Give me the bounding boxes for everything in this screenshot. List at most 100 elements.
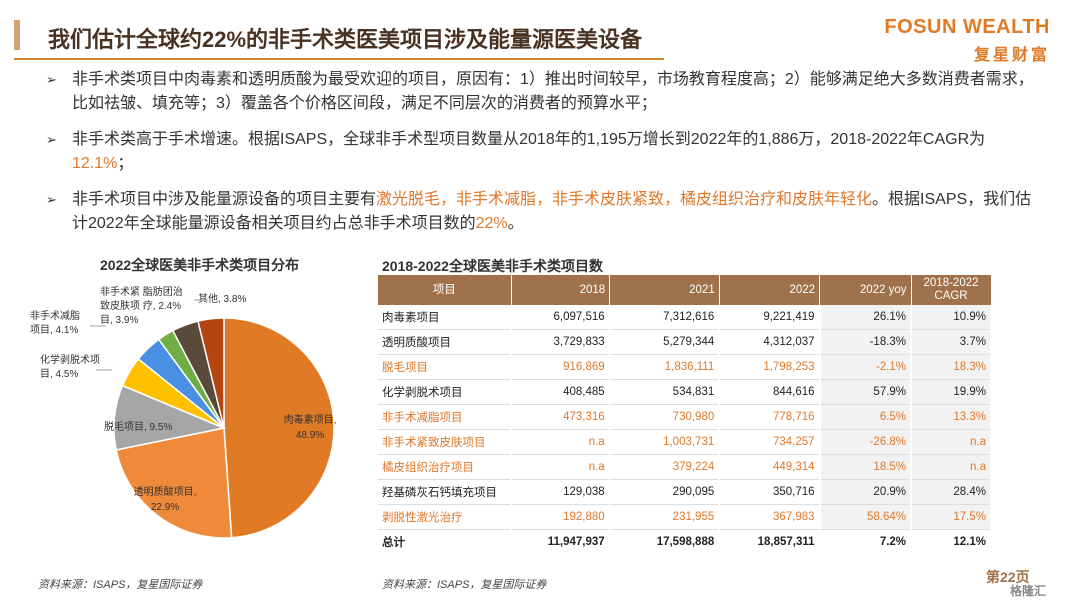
cell-value: 12.1%: [911, 529, 992, 554]
cell-value: 192,880: [511, 504, 611, 530]
cell-value: n.a: [911, 429, 992, 455]
cell-item-name: 化学剥脱术项目: [378, 379, 513, 405]
table-row: 橘皮组织治疗项目 n.a 379,224 449,314 18.5% n.a: [378, 454, 992, 480]
page-number: 第22页: [986, 569, 1030, 585]
cell-value: 231,955: [609, 504, 721, 530]
cell-value: 17,598,888: [609, 529, 721, 554]
cell-value: 730,980: [609, 404, 721, 430]
cell-value: 290,095: [609, 479, 721, 505]
pie-label: 肉毒素项目,: [284, 413, 337, 426]
table-total-row: 总计 11,947,937 17,598,888 18,857,311 7.2% 12.1…: [378, 529, 992, 554]
pie-label: 其他, 3.8%: [198, 292, 246, 305]
pie-label: 非手术减脂: [30, 309, 80, 322]
pie-slice-0: [223, 317, 335, 539]
pie-label: 目, 4.5%: [40, 369, 78, 380]
cell-value: 778,716: [719, 404, 821, 430]
table-row: 化学剥脱术项目 408,485 534,831 844,616 57.9% 19.9%: [378, 379, 992, 405]
pie-label: 非手术紧 脂肪团治: [100, 285, 183, 298]
pie-label: 目, 3.9%: [100, 315, 138, 326]
cell-value: 534,831: [609, 379, 721, 405]
cell-value: 1,836,111: [609, 354, 721, 380]
col-header: 2022: [719, 275, 821, 305]
pie-label: 致皮肤项 疗, 2.4%: [100, 299, 181, 312]
highlight-text: 12.1%: [72, 155, 118, 172]
table-row: 脱毛项目 916,869 1,836,111 1,798,253 -2.1% 18.3%: [378, 354, 992, 380]
cell-item-name: 非手术紧致皮肤项目: [378, 429, 513, 455]
table-row: 透明质酸项目 3,729,833 5,279,344 4,312,037 -18.3% 3…: [378, 329, 992, 355]
cell-value: 734,257: [719, 429, 821, 455]
cell-value: 4,312,037: [719, 329, 821, 355]
table-row: 剥脱性激光治疗 192,880 231,955 367,983 58.64% 17.5%: [378, 504, 992, 530]
cell-value: 28.4%: [911, 479, 992, 505]
source-note-left: 资料来源：ISAPS，复星国际证券: [38, 579, 203, 591]
pie-label: 48.9%: [296, 430, 324, 441]
cell-value: 58.64%: [819, 504, 913, 530]
cell-item-name: 透明质酸项目: [378, 329, 513, 355]
table-row: 肉毒素项目 6,097,516 7,312,616 9,221,419 26.1% 10.…: [378, 305, 992, 330]
table-row: 非手术紧致皮肤项目 n.a 1,003,731 734,257 -26.8% n.a: [378, 429, 992, 455]
table-header-row: 项目 2018 2021 2022 2022 yoy 2018-2022 CAGR: [378, 275, 992, 305]
cell-value: n.a: [911, 454, 992, 480]
pie-chart-title: 2022全球医美非手术类项目分布: [100, 257, 300, 273]
arrow-bullet-icon: ➢: [46, 132, 57, 147]
pie-slice-7: [197, 317, 225, 429]
bullet-text: 。根据ISAPS，我们估计2022年全球能量源设备相关项目约占总非手术项目数的: [72, 191, 1032, 232]
table-row: 羟基磷灰石钙填充项目 129,038 290,095 350,716 20.9% 28.4…: [378, 479, 992, 505]
title-accent-bar: [14, 20, 20, 50]
cell-value: 19.9%: [911, 379, 992, 405]
pie-chart: 肉毒素项目,48.9%透明质酸项目,22.9%脱毛项目, 9.5%化学剥脱术项目…: [30, 285, 337, 539]
cell-value: 18.5%: [819, 454, 913, 480]
bullet-list: ➢ 非手术类项目中肉毒素和透明质酸为最受欢迎的项目，原因有：1）推出时间较早，市…: [40, 68, 1040, 248]
bullet-text: ；: [117, 155, 134, 172]
cell-value: -18.3%: [819, 329, 913, 355]
cell-value: 379,224: [609, 454, 721, 480]
arrow-bullet-icon: ➢: [46, 192, 57, 207]
cell-value: -2.1%: [819, 354, 913, 380]
source-note-right: 资料来源：ISAPS，复星国际证券: [382, 579, 547, 591]
cell-value: 7,312,616: [609, 305, 721, 330]
pie-label: 项目, 4.1%: [30, 324, 78, 336]
cell-value: 9,221,419: [719, 305, 821, 330]
cell-value: 844,616: [719, 379, 821, 405]
bullet-text: 非手术类项目中肉毒素和透明质酸为最受欢迎的项目，原因有：1）推出时间较早，市场教…: [72, 71, 1034, 112]
cell-item-name: 非手术减脂项目: [378, 404, 513, 430]
cell-value: 17.5%: [911, 504, 992, 530]
data-table: 项目 2018 2021 2022 2022 yoy 2018-2022 CAGR…: [378, 275, 992, 554]
col-header: 2018: [511, 275, 611, 305]
pie-label: 化学剥脱术项: [40, 353, 100, 366]
pie-label: 透明质酸项目,: [134, 485, 197, 498]
cell-value: 350,716: [719, 479, 821, 505]
cell-value: 3,729,833: [511, 329, 611, 355]
cell-value: 3.7%: [911, 329, 992, 355]
table-row: 非手术减脂项目 473,316 730,980 778,716 6.5% 13.3%: [378, 404, 992, 430]
cell-value: 57.9%: [819, 379, 913, 405]
col-header: 2021: [609, 275, 720, 305]
fosun-logo: FOSUN WEALTH 复星财富: [884, 16, 1050, 65]
cell-value: 26.1%: [819, 305, 913, 330]
cell-value: 7.2%: [819, 529, 913, 554]
cell-item-name: 总计: [378, 529, 513, 554]
bullet-text: 非手术项目中涉及能量源设备的项目主要有: [72, 191, 377, 208]
cell-value: 129,038: [511, 479, 611, 505]
cell-item-name: 剥脱性激光治疗: [378, 504, 513, 530]
cell-value: 6.5%: [819, 404, 913, 430]
cell-item-name: 橘皮组织治疗项目: [378, 454, 513, 480]
pie-label: 脱毛项目, 9.5%: [104, 420, 172, 433]
cell-value: 18.3%: [911, 354, 992, 380]
pie-slice-1: [115, 427, 233, 539]
cell-value: n.a: [511, 429, 611, 455]
col-header: 项目: [378, 275, 512, 305]
cell-item-name: 脱毛项目: [378, 354, 513, 380]
bullet-text: 非手术类高于手术增速。根据ISAPS，全球非手术型项目数量从2018年的1,19…: [72, 131, 986, 148]
bullet-item: ➢ 非手术类高于手术增速。根据ISAPS，全球非手术型项目数量从2018年的1,…: [40, 128, 1040, 176]
highlight-text: 22%: [475, 215, 508, 232]
cell-value: 916,869: [511, 354, 611, 380]
watermark: 格隆汇: [1010, 584, 1047, 598]
arrow-bullet-icon: ➢: [46, 72, 57, 87]
cell-value: 1,798,253: [719, 354, 821, 380]
cell-value: 408,485: [511, 379, 611, 405]
cell-item-name: 羟基磷灰石钙填充项目: [378, 479, 513, 505]
logo-en-text: FOSUN WEALTH: [884, 16, 1050, 38]
cell-value: 6,097,516: [511, 305, 611, 330]
bullet-item: ➢ 非手术类项目中肉毒素和透明质酸为最受欢迎的项目，原因有：1）推出时间较早，市…: [40, 68, 1040, 116]
